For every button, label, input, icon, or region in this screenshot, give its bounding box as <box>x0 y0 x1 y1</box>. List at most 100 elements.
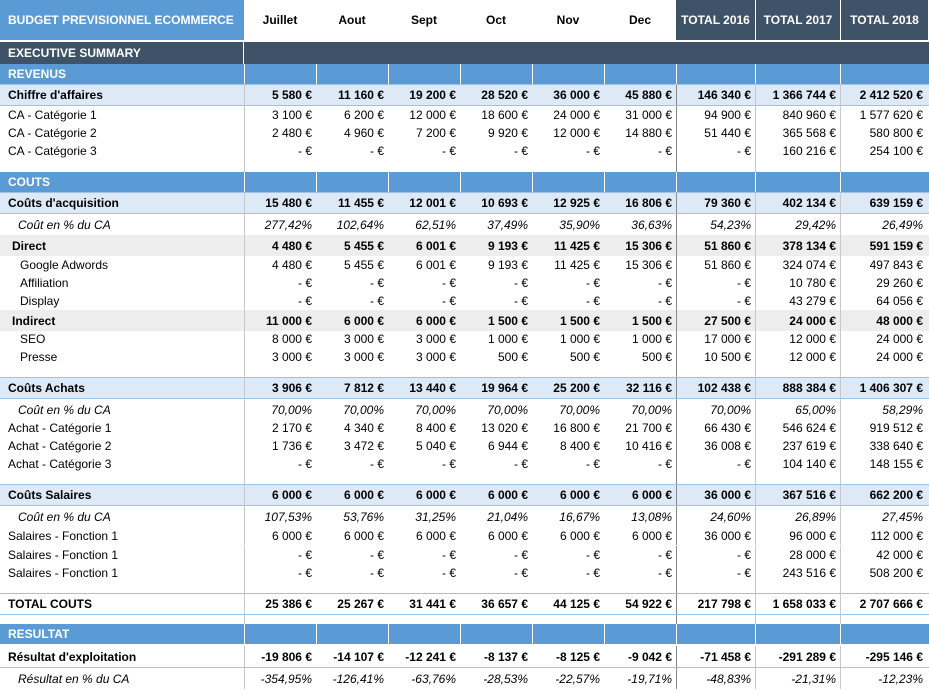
value-cell[interactable]: 6 000 € <box>343 529 384 543</box>
value-cell[interactable]: - € <box>676 292 755 310</box>
value-cell[interactable]: 13 020 € <box>481 421 528 435</box>
value-cell[interactable]: 11 455 € <box>337 196 384 210</box>
value-cell[interactable]: 6 000 € <box>631 529 672 543</box>
total-header[interactable]: TOTAL 2016 <box>676 0 755 40</box>
value-cell[interactable]: 11 425 € <box>554 258 600 272</box>
value-cell[interactable]: 42 000 € <box>840 546 928 564</box>
value-cell[interactable] <box>755 64 840 84</box>
value-cell[interactable]: 243 516 € <box>755 564 840 582</box>
value-cell[interactable]: - € <box>657 144 672 158</box>
value-cell[interactable]: 32 116 € <box>625 381 672 395</box>
value-cell[interactable]: - € <box>441 276 456 290</box>
value-cell[interactable]: 26,89% <box>755 506 840 527</box>
value-cell[interactable]: 15 306 € <box>625 238 672 253</box>
value-cell[interactable] <box>676 160 755 173</box>
value-cell[interactable] <box>840 624 928 644</box>
value-cell[interactable] <box>840 582 928 595</box>
value-cell[interactable]: 28 520 € <box>481 88 528 102</box>
value-cell[interactable] <box>840 64 928 84</box>
month-header[interactable]: Oct <box>485 13 506 27</box>
value-cell[interactable]: 66 430 € <box>676 419 755 437</box>
value-cell[interactable]: -22,57% <box>555 671 600 686</box>
value-cell[interactable]: - € <box>244 546 316 564</box>
value-cell[interactable]: -14 107 € <box>333 649 384 664</box>
row-label[interactable]: Affiliation <box>20 276 69 290</box>
value-cell[interactable]: 25 386 € <box>244 594 316 614</box>
value-cell[interactable] <box>604 624 676 644</box>
value-cell[interactable]: 9 920 € <box>487 126 528 140</box>
value-cell[interactable] <box>676 615 755 628</box>
value-cell[interactable] <box>840 160 928 173</box>
value-cell[interactable]: 5 455 € <box>343 258 384 272</box>
value-cell[interactable]: 7 200 € <box>415 126 456 140</box>
value-cell[interactable]: - € <box>657 566 672 580</box>
value-cell[interactable]: -8 137 € <box>483 649 528 664</box>
value-cell[interactable]: - € <box>585 276 600 290</box>
value-cell[interactable]: - € <box>369 548 384 562</box>
value-cell[interactable] <box>316 172 388 192</box>
value-cell[interactable]: 3 000 € <box>415 350 456 364</box>
value-cell[interactable]: -291 289 € <box>755 646 840 667</box>
value-cell[interactable]: 45 880 € <box>625 88 672 102</box>
value-cell[interactable] <box>244 615 316 628</box>
value-cell[interactable]: - € <box>441 548 456 562</box>
value-cell[interactable]: - € <box>676 564 755 582</box>
value-cell[interactable]: 70,00% <box>631 402 672 417</box>
value-cell[interactable] <box>316 624 388 644</box>
value-cell[interactable]: 12 000 € <box>755 330 840 348</box>
value-cell[interactable]: 6 000 € <box>415 529 456 543</box>
row-label[interactable]: Salaires - Fonction 1 <box>8 548 119 562</box>
row-label[interactable]: Display <box>20 294 60 308</box>
value-cell[interactable]: 500 € <box>569 350 600 364</box>
value-cell[interactable]: - € <box>676 274 755 292</box>
value-cell[interactable] <box>460 624 532 644</box>
value-cell[interactable]: 1 736 € <box>244 437 316 455</box>
row-label[interactable]: TOTAL COUTS <box>8 597 92 611</box>
value-cell[interactable]: 9 193 € <box>487 258 528 272</box>
value-cell[interactable]: 24 000 € <box>755 310 840 331</box>
value-cell[interactable]: 51 860 € <box>676 256 755 274</box>
value-cell[interactable]: -354,95% <box>244 668 316 689</box>
value-cell[interactable]: 4 960 € <box>343 126 384 140</box>
value-cell[interactable]: 338 640 € <box>840 437 928 455</box>
value-cell[interactable]: 1 366 744 € <box>755 85 840 105</box>
row-label[interactable]: Salaires - Fonction 1 <box>8 529 119 543</box>
value-cell[interactable]: 12 001 € <box>409 196 456 210</box>
value-cell[interactable]: 64 056 € <box>840 292 928 310</box>
value-cell[interactable]: 6 000 € <box>415 313 456 328</box>
row-label[interactable]: Coûts Salaires <box>8 488 92 502</box>
value-cell[interactable]: 6 000 € <box>343 488 384 502</box>
value-cell[interactable]: 11 160 € <box>337 88 384 102</box>
month-header[interactable]: Sept <box>410 13 437 27</box>
value-cell[interactable]: 5 580 € <box>244 85 316 105</box>
value-cell[interactable]: - € <box>676 546 755 564</box>
value-cell[interactable] <box>460 64 532 84</box>
value-cell[interactable]: -12,23% <box>840 668 928 689</box>
row-label[interactable]: Coûts Achats <box>8 381 85 395</box>
value-cell[interactable]: -12 241 € <box>405 649 456 664</box>
value-cell[interactable]: - € <box>369 144 384 158</box>
value-cell[interactable] <box>316 64 388 84</box>
row-label[interactable]: Indirect <box>12 313 56 328</box>
value-cell[interactable]: 21,04% <box>487 509 528 524</box>
value-cell[interactable]: 26,49% <box>840 214 928 235</box>
value-cell[interactable] <box>755 172 840 192</box>
value-cell[interactable]: 36,63% <box>631 217 672 232</box>
value-cell[interactable]: 12 000 € <box>409 108 456 122</box>
value-cell[interactable]: 102 438 € <box>676 378 755 398</box>
value-cell[interactable]: 54 922 € <box>625 597 672 611</box>
value-cell[interactable]: -48,83% <box>676 668 755 689</box>
value-cell[interactable]: 107,53% <box>244 506 316 527</box>
value-cell[interactable]: 29,42% <box>755 214 840 235</box>
value-cell[interactable]: 2 480 € <box>244 124 316 142</box>
value-cell[interactable]: 25 200 € <box>553 381 600 395</box>
value-cell[interactable]: 500 € <box>641 350 672 364</box>
value-cell[interactable]: 6 001 € <box>415 238 456 253</box>
value-cell[interactable]: 580 800 € <box>840 124 928 142</box>
value-cell[interactable] <box>460 172 532 192</box>
value-cell[interactable]: -28,53% <box>483 671 528 686</box>
value-cell[interactable]: 888 384 € <box>755 378 840 398</box>
value-cell[interactable]: 8 000 € <box>244 330 316 348</box>
total-header[interactable]: TOTAL 2017 <box>755 0 840 40</box>
value-cell[interactable]: 70,00% <box>415 402 456 417</box>
